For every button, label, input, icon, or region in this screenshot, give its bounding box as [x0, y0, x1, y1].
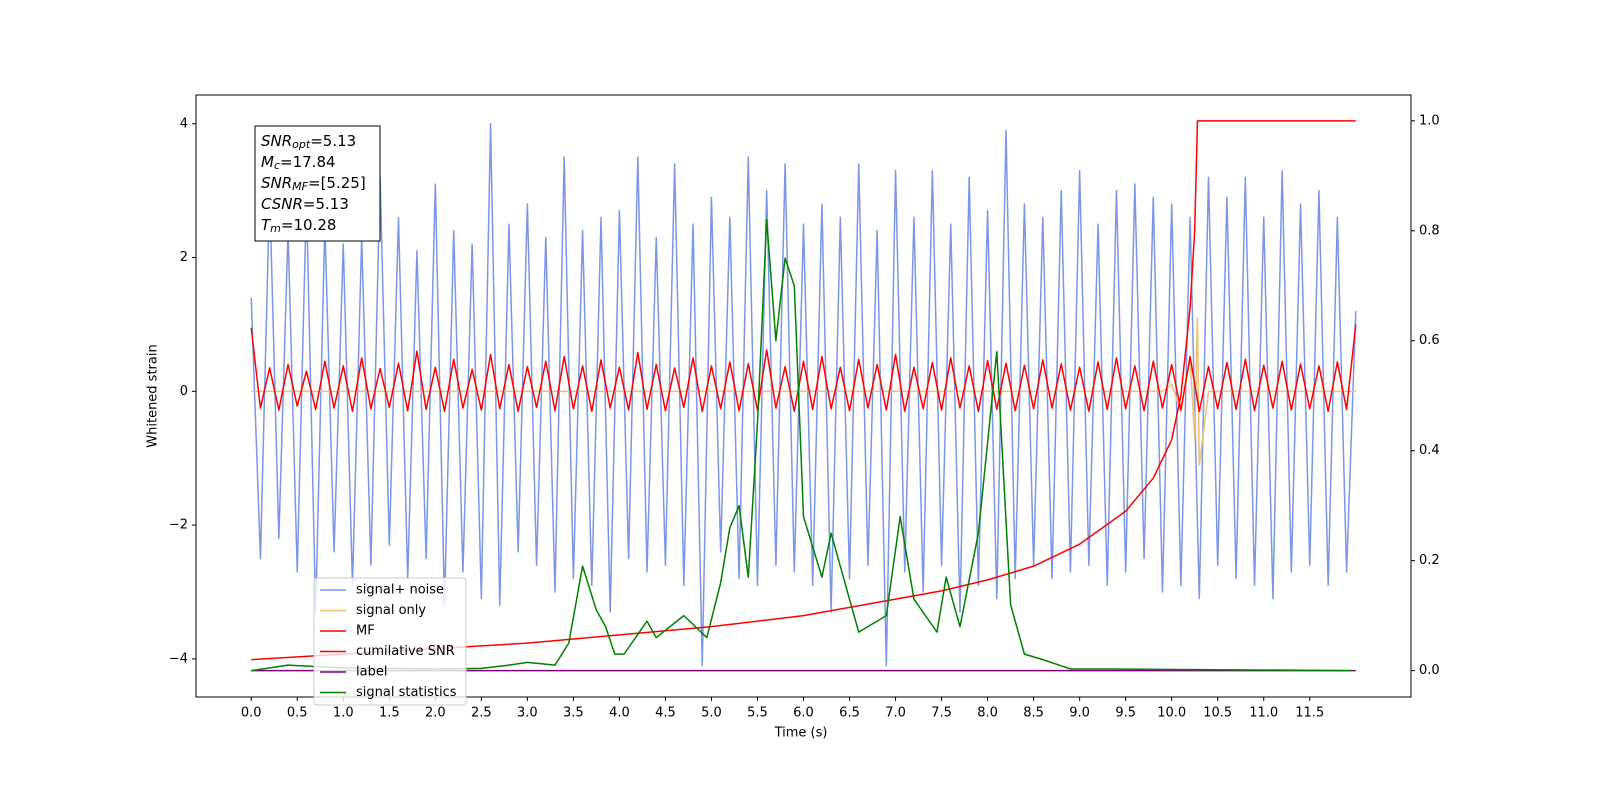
annotation-subscript: opt — [292, 138, 311, 151]
plot-frame — [195, 94, 1412, 698]
annotation-subscript: c — [274, 159, 280, 172]
y-axis-label: Whitened strain — [146, 344, 161, 447]
legend-label: signal only — [356, 603, 426, 618]
annotation-symbol: SNR — [261, 132, 292, 150]
x-tick-label: 1.0 — [333, 706, 354, 721]
x-tick-label: 10.0 — [1157, 706, 1186, 721]
x-tick-label: 8.0 — [977, 706, 998, 721]
annotation-symbol: SNR — [261, 174, 292, 192]
y-tick-label: −4 — [169, 651, 188, 666]
annotation-line: SNRopt=5.13 — [261, 132, 356, 152]
legend-label: signal+ noise — [356, 583, 444, 598]
x-tick-label: 5.0 — [701, 706, 722, 721]
legend-box — [313, 577, 467, 706]
x-tick-label: 8.5 — [1023, 706, 1044, 721]
y2-tick-label: 0.6 — [1419, 333, 1440, 348]
x-tick-label: 2.0 — [425, 706, 446, 721]
series-line — [250, 324, 1357, 413]
legend-label: signal statistics — [356, 685, 457, 700]
x-tick-label: 0.0 — [241, 706, 262, 721]
annotation-symbol: CSNR — [261, 195, 303, 213]
annotation-line: CSNR=5.13 — [261, 195, 349, 213]
annotation-text: =5.13 — [303, 195, 349, 213]
x-axis-label: Time (s) — [774, 726, 828, 741]
x-tick-label: 11.0 — [1249, 706, 1278, 721]
x-tick-label: 9.0 — [1069, 706, 1090, 721]
x-tick-label: 7.0 — [885, 706, 906, 721]
x-tick-label: 1.5 — [379, 706, 400, 721]
legend-label: cumilative SNR — [356, 644, 455, 659]
annotation-text: =10.28 — [281, 216, 337, 234]
x-tick-label: 3.5 — [563, 706, 584, 721]
annotation-subscript: MF — [292, 180, 308, 193]
legend: signal+ noise signal only MF cumilative SNR… — [313, 577, 467, 706]
series-line — [251, 219, 1352, 672]
x-tick-label: 10.5 — [1203, 706, 1232, 721]
y-tick-label: 4 — [180, 116, 188, 131]
annotation-subscript: m — [270, 222, 281, 235]
legend-label: MF — [356, 624, 375, 639]
annotation-symbol: T — [261, 216, 272, 234]
x-tick-label: 6.0 — [793, 706, 814, 721]
x-tick-label: 5.5 — [747, 706, 768, 721]
annotation: SNRopt=5.13Mc=17.84SNRMF=[5.25]CSNR=5.13… — [254, 125, 381, 242]
x-tick-label: 4.5 — [655, 706, 676, 721]
annotation-text: =5.13 — [310, 132, 356, 150]
annotation-symbol: M — [261, 153, 274, 171]
y2-tick-label: 0.2 — [1419, 553, 1440, 568]
y2-tick-label: 0.4 — [1419, 443, 1440, 458]
legend-label: label — [356, 665, 387, 680]
series-line — [251, 120, 1356, 661]
x-tick-label: 0.5 — [287, 706, 308, 721]
y2-tick-label: 0.8 — [1419, 223, 1440, 238]
annotation-text: =[5.25] — [308, 174, 366, 192]
y2-tick-label: 1.0 — [1419, 113, 1440, 128]
annotation-line: Tm=10.28 — [261, 216, 336, 236]
annotation-line: SNRMF=[5.25] — [261, 174, 366, 194]
y-tick-label: 0 — [180, 384, 188, 399]
y-tick-label: −2 — [169, 518, 188, 533]
annotation-text: =17.84 — [280, 153, 336, 171]
x-tick-label: 2.5 — [471, 706, 492, 721]
x-tick-label: 11.5 — [1295, 706, 1324, 721]
x-tick-label: 3.0 — [517, 706, 538, 721]
x-tick-label: 6.5 — [839, 706, 860, 721]
y2-tick-label: 0.0 — [1419, 663, 1440, 678]
x-tick-label: 7.5 — [931, 706, 952, 721]
x-tick-label: 9.5 — [1115, 706, 1136, 721]
annotation-line: Mc=17.84 — [261, 153, 336, 173]
x-tick-label: 4.0 — [609, 706, 630, 721]
annotation-box — [254, 125, 381, 242]
y-tick-label: 2 — [180, 250, 188, 265]
series-line — [250, 123, 1357, 667]
